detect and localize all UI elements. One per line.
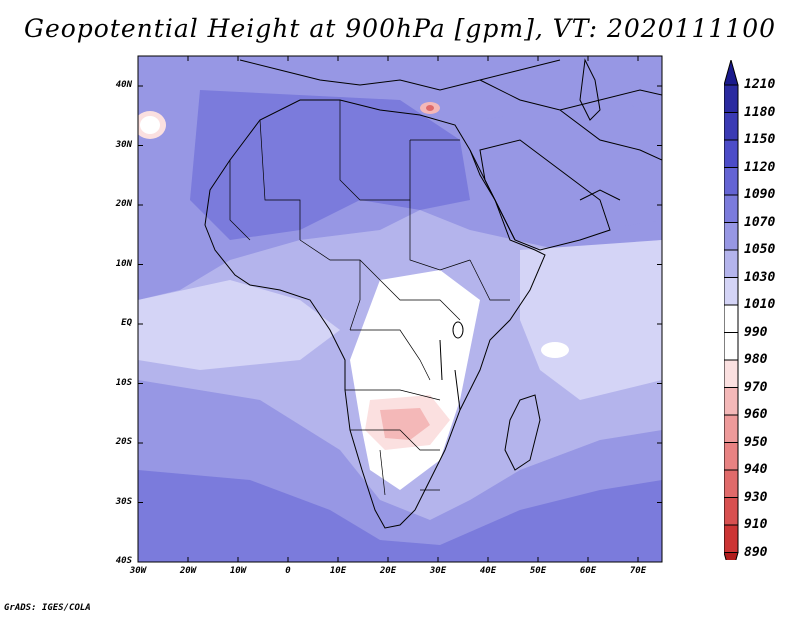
colorbar-level-label: 1030 [744,269,776,285]
colorbar-level-label: 990 [744,324,768,340]
colorbar-cell [724,84,739,113]
colorbar-cell [724,497,739,526]
field-arabia [480,100,662,230]
lon-label: 20W [179,566,197,576]
colorbar-legend: 1210 1180 1150 1120 1090 1070 1050 1030 1010 990 9… [724,60,794,560]
lon-label: 0 [285,566,291,576]
lat-label: 20S [115,437,132,447]
lat-label: 40S [115,556,132,566]
credit-text: GrADS: IGES/COLA [4,603,91,613]
colorbar-cell [724,194,739,223]
colorbar-level-label: 910 [744,517,768,532]
lon-label: 50E [529,566,547,576]
map-title: Geopotential Height at 900hPa [gpm], VT:… [23,14,777,43]
lat-label: 30N [115,139,132,150]
lon-label: 60E [579,566,597,576]
map-frame [137,55,663,563]
colorbar-cell [724,524,739,553]
colorbar-top-arrow [724,60,739,86]
lon-label: 10E [329,566,347,576]
colorbar-cell [724,414,739,443]
lon-label: 20E [379,566,397,576]
colorbar-level-label: 980 [744,352,768,367]
coastlines [204,58,662,529]
colorbar-cell [724,277,739,306]
colorbar-level-label: 930 [744,489,768,505]
colorbar-level-label: 1210 [744,77,776,92]
colorbar-cell [724,442,739,471]
colorbar-level-label: 940 [744,462,768,477]
lat-label: EQ [121,318,132,328]
colorbar-cell [724,387,739,416]
colorbar-level-label: 1010 [744,297,776,312]
colorbar-level-label: 1090 [744,187,776,202]
colorbar-level-label: 1050 [744,242,776,257]
field-atlantic-low [138,280,340,370]
field-madagascar-low [541,342,569,358]
lon-label: 30W [129,566,147,576]
colorbar-level-label: 1180 [744,104,776,120]
colorbar-cell [724,359,739,388]
lat-label: 10S [115,377,132,388]
colorbar-level-label: 1120 [744,159,776,175]
lat-label: 40N [115,80,132,90]
colorbar-cell [724,139,739,168]
colorbar-level-label: 1070 [744,214,776,230]
lat-label: 10N [115,258,132,269]
field-sahara-high [190,90,470,240]
country-borders [229,100,510,496]
colorbar-cell [724,304,739,333]
colorbar-cell [724,222,739,251]
lakes [439,321,464,411]
colorbar-cell [724,249,739,278]
colorbar-cell [724,167,739,196]
field-indian-ocean-low [520,240,662,400]
colorbar-level-label: 1150 [744,132,776,147]
lat-label: 30S [115,496,132,507]
colorbar-bottom-arrow [724,552,739,560]
lon-label: 30E [429,566,447,576]
colorbar-level-label: 950 [744,434,768,450]
colorbar-level-label: 970 [744,379,768,395]
lon-label: 40E [479,566,497,576]
colorbar-level-label: 890 [744,544,768,560]
field-south-deep [138,470,662,562]
lon-label: 70E [629,566,647,576]
colorbar-cell [724,332,739,361]
lon-label: 10W [229,566,247,576]
colorbar-cell [724,469,739,498]
colorbar-cell [724,112,739,141]
lat-label: 20N [115,199,132,209]
colorbar-level-label: 960 [744,407,768,422]
axis-ticks [137,56,662,563]
field-kalahari-core [380,408,430,440]
